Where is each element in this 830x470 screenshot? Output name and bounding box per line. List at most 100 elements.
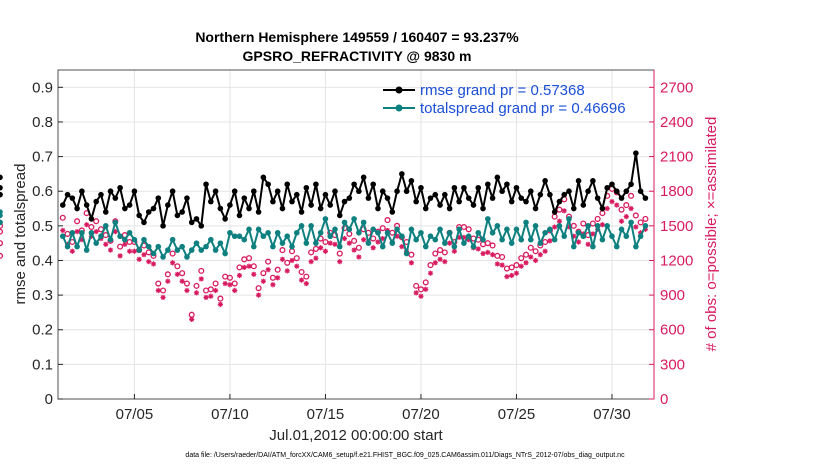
obs-assimilated-marker [212, 287, 219, 294]
obs-possible-marker [580, 220, 587, 227]
rmse-point [212, 188, 219, 195]
obs-possible-marker [245, 255, 253, 262]
rmse-point [193, 216, 200, 222]
totalspread-point [399, 233, 405, 240]
obs-assimilated-marker [447, 240, 453, 246]
y-tick-label-left: 0.3 [32, 287, 53, 304]
obs-possible-marker [293, 255, 300, 262]
totalspread-point [150, 250, 157, 257]
totalspread-point [465, 233, 472, 240]
chart-title-line2: GPSRO_REFRACTIVITY @ 9830 m [243, 48, 472, 64]
obs-possible-marker [265, 258, 272, 265]
totalspread-point [107, 236, 114, 243]
totalspread-point [394, 226, 400, 233]
rmse-point [523, 198, 529, 205]
rmse-point [251, 188, 257, 195]
rmse-point [518, 195, 525, 201]
totalspread-point [293, 229, 300, 236]
obs-assimilated-marker [303, 280, 309, 287]
totalspread-point [298, 223, 305, 229]
rmse-point [174, 212, 181, 219]
totalspread-point [131, 236, 138, 243]
obs-assimilated-marker [265, 267, 271, 273]
obs-assimilated-marker [370, 245, 376, 251]
totalspread-point [231, 233, 238, 240]
rmse-point [489, 195, 496, 201]
obs-assimilated-marker [322, 248, 329, 254]
totalspread-point [461, 240, 467, 246]
plot-area [58, 70, 654, 399]
legend-totalspread-marker [395, 104, 403, 112]
totalspread-point [585, 223, 591, 229]
obs-assimilated-marker [107, 247, 114, 253]
totalspread-point [561, 233, 568, 240]
rmse-point [198, 223, 205, 229]
rmse-point [313, 181, 319, 188]
totalspread-point [413, 236, 419, 243]
obs-assimilated-marker [170, 260, 176, 266]
rmse-point [155, 195, 162, 201]
x-tick-label: 07/15 [307, 406, 345, 423]
totalspread-point [542, 229, 548, 236]
rmse-point [585, 188, 591, 195]
rmse-point [188, 219, 195, 226]
obs-assimilated-marker [131, 248, 138, 254]
obs-possible-marker [632, 212, 639, 219]
rmse-point [389, 209, 396, 215]
rmse-point [59, 202, 66, 208]
obs-assimilated-marker [513, 270, 520, 276]
totalspread-point [470, 243, 477, 250]
obs-assimilated-marker [160, 294, 166, 301]
rmse-point [637, 188, 644, 195]
totalspread-point [351, 216, 357, 222]
rmse-point [594, 195, 601, 201]
obs-assimilated-marker [604, 205, 610, 212]
rmse-point [485, 181, 491, 188]
obs-possible-marker [522, 251, 530, 258]
obs-assimilated-marker [127, 248, 133, 254]
obs-assimilated-marker [60, 227, 66, 234]
y-axis-label-right: # of obs: o=possible; ×=assimilated [703, 117, 720, 352]
obs-possible-marker [437, 247, 444, 254]
y-axis-label-left: rmse and totalspread [12, 164, 29, 305]
obs-possible-marker [0, 252, 4, 259]
totalspread-point [341, 219, 348, 226]
obs-possible-marker [623, 202, 630, 209]
rmse-point [322, 191, 329, 198]
rmse-point [317, 205, 324, 212]
obs-assimilated-marker [399, 244, 405, 250]
obs-assimilated-marker [165, 278, 171, 284]
x-tick-label: 07/05 [116, 406, 154, 423]
rmse-point [633, 150, 639, 156]
obs-possible-marker [0, 222, 4, 229]
rmse-point [341, 198, 348, 205]
obs-assimilated-marker [394, 233, 400, 239]
obs-possible-marker [93, 218, 100, 225]
obs-assimilated-marker [423, 286, 429, 292]
obs-possible-marker [312, 245, 319, 252]
chart-title-line1: Northern Hemisphere 149559 / 160407 = 93… [195, 29, 519, 45]
rmse-point [332, 188, 338, 195]
obs-assimilated-marker [313, 255, 319, 261]
totalspread-point [418, 229, 424, 236]
totalspread-point [222, 250, 228, 257]
obs-assimilated-marker [442, 259, 448, 265]
obs-possible-marker [255, 285, 262, 292]
obs-possible-marker [513, 262, 520, 269]
totalspread-point [88, 229, 95, 236]
obs-assimilated-marker [356, 254, 362, 260]
rmse-point [208, 198, 214, 205]
y-tick-label-right: 1500 [660, 218, 693, 235]
obs-assimilated-marker [318, 245, 324, 251]
y-tick-label-left: 0.5 [32, 218, 53, 235]
obs-assimilated-marker [222, 280, 228, 287]
obs-assimilated-marker [413, 290, 419, 296]
obs-assimilated-marker [341, 235, 348, 242]
obs-assimilated-marker [117, 253, 123, 259]
obs-assimilated-marker [361, 237, 367, 243]
rmse-point [461, 184, 467, 191]
rmse-point [79, 188, 85, 195]
rmse-point [465, 195, 472, 201]
obs-assimilated-marker [198, 276, 204, 282]
rmse-point [236, 212, 243, 219]
